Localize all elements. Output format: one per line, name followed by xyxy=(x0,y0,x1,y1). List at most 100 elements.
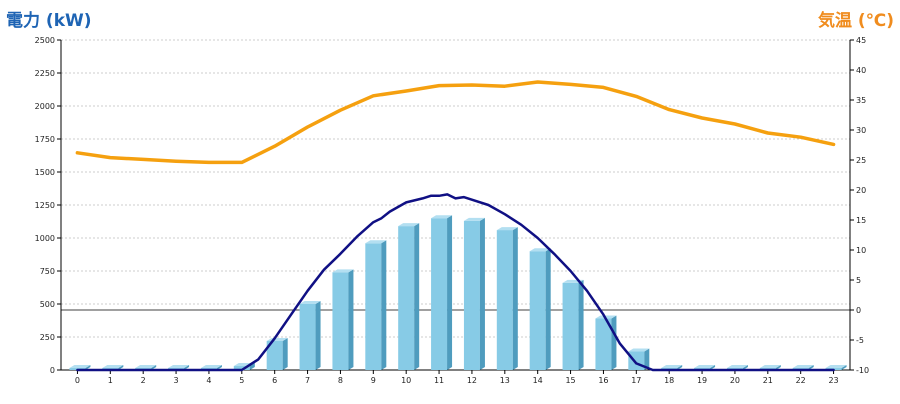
x-tick-label: 4 xyxy=(206,376,211,385)
power-bar-top xyxy=(365,240,387,244)
power-bar-top xyxy=(398,223,420,227)
power-bar-top xyxy=(102,365,124,369)
right-tick-label: 25 xyxy=(856,156,866,165)
right-tick-label: 30 xyxy=(856,126,866,135)
left-tick-label: 1500 xyxy=(35,168,55,177)
left-tick-label: 2250 xyxy=(35,69,55,78)
power-bar xyxy=(233,366,250,370)
power-bar-top xyxy=(332,269,354,273)
left-tick-label: 1000 xyxy=(35,234,55,243)
power-bar-side xyxy=(315,301,321,370)
x-tick-label: 20 xyxy=(730,376,740,385)
power-bar-top xyxy=(792,365,814,369)
x-tick-label: 0 xyxy=(75,376,80,385)
power-bar-side xyxy=(644,348,650,370)
right-tick-label: -10 xyxy=(856,366,869,375)
power-bar-side xyxy=(545,248,551,370)
right-axis-title: 気温 (℃) xyxy=(817,11,894,31)
power-bar-top xyxy=(69,365,91,369)
x-tick-label: 9 xyxy=(371,376,376,385)
power-line xyxy=(76,193,835,372)
left-axis-title: 電力 (kW) xyxy=(6,11,92,31)
right-tick-label: 35 xyxy=(856,96,866,105)
right-tick-label: 10 xyxy=(856,246,866,255)
power-bar-side xyxy=(479,217,485,370)
power-bar-side xyxy=(578,279,584,370)
right-tick-label: 0 xyxy=(856,306,861,315)
power-bar-top xyxy=(628,348,650,352)
left-tick-label: 0 xyxy=(50,366,55,375)
left-tick-label: 750 xyxy=(40,267,55,276)
power-bar xyxy=(529,251,546,370)
power-bar xyxy=(595,318,612,370)
power-bar-side xyxy=(348,269,354,370)
power-bar-top xyxy=(694,365,716,369)
x-tick-label: 17 xyxy=(631,376,641,385)
power-bar-top xyxy=(200,365,222,369)
left-tick-label: 500 xyxy=(40,300,55,309)
power-bar-side xyxy=(414,223,420,370)
power-bar-side xyxy=(512,227,518,370)
power-bar-top xyxy=(299,301,321,304)
left-tick-label: 2500 xyxy=(35,36,55,45)
power-bar xyxy=(628,351,645,370)
x-tick-label: 6 xyxy=(272,376,277,385)
power-bar-top xyxy=(726,365,748,369)
power-bar-top xyxy=(661,365,683,369)
power-bar xyxy=(463,220,480,370)
power-bar-top xyxy=(529,248,551,252)
power-bar-top xyxy=(463,217,485,221)
x-tick-label: 1 xyxy=(108,376,113,385)
power-bar-top xyxy=(825,365,847,369)
power-bar-side xyxy=(841,365,847,370)
x-tick-label: 3 xyxy=(174,376,179,385)
power-bar-top xyxy=(759,365,781,369)
x-tick-label: 15 xyxy=(565,376,575,385)
power-bar xyxy=(496,230,513,370)
power-bar xyxy=(398,226,415,370)
x-tick-label: 22 xyxy=(796,376,806,385)
left-tick-label: 250 xyxy=(40,333,55,342)
power-bar-side xyxy=(381,240,387,370)
power-bar-side xyxy=(611,315,617,370)
x-tick-label: 10 xyxy=(401,376,411,385)
x-tick-label: 7 xyxy=(305,376,310,385)
right-tick-label: 15 xyxy=(856,216,866,225)
power-bar xyxy=(365,243,382,370)
x-tick-label: 18 xyxy=(664,376,674,385)
x-tick-label: 12 xyxy=(467,376,477,385)
power-bar xyxy=(332,272,349,370)
left-tick-label: 1750 xyxy=(35,135,55,144)
x-tick-label: 19 xyxy=(697,376,707,385)
x-tick-label: 11 xyxy=(434,376,444,385)
x-tick-label: 16 xyxy=(598,376,608,385)
right-tick-label: 40 xyxy=(856,66,866,75)
temperature-line xyxy=(75,80,836,165)
x-tick-label: 5 xyxy=(239,376,244,385)
x-tick-label: 23 xyxy=(828,376,838,385)
left-tick-label: 1250 xyxy=(35,201,55,210)
right-tick-label: 5 xyxy=(856,276,861,285)
power-bar-side xyxy=(447,215,453,370)
x-tick-label: 13 xyxy=(500,376,510,385)
power-bar xyxy=(266,340,283,370)
x-tick-label: 14 xyxy=(533,376,543,385)
power-bar-top xyxy=(135,365,157,369)
right-tick-label: 45 xyxy=(856,36,866,45)
power-bar-side xyxy=(282,337,288,370)
right-tick-label: -5 xyxy=(856,336,864,345)
power-bar-top xyxy=(496,227,518,231)
power-bar xyxy=(562,282,579,370)
power-bar xyxy=(299,304,316,370)
x-tick-label: 2 xyxy=(141,376,146,385)
x-tick-label: 8 xyxy=(338,376,343,385)
x-tick-label: 21 xyxy=(763,376,773,385)
power-bar-top xyxy=(168,365,190,369)
left-tick-label: 2000 xyxy=(35,102,55,111)
power-bar xyxy=(431,218,448,370)
power-bar-top xyxy=(431,215,453,219)
right-tick-label: 20 xyxy=(856,186,866,195)
power-bar-side xyxy=(249,363,255,370)
